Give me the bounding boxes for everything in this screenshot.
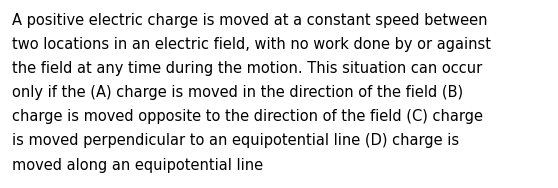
Text: is moved perpendicular to an equipotential line (D) charge is: is moved perpendicular to an equipotenti… [12,133,459,149]
Text: only if the (A) charge is moved in the direction of the field (B): only if the (A) charge is moved in the d… [12,85,463,100]
Text: A positive electric charge is moved at a constant speed between: A positive electric charge is moved at a… [12,13,488,28]
Text: two locations in an electric field, with no work done by or against: two locations in an electric field, with… [12,37,491,52]
Text: charge is moved opposite to the direction of the field (C) charge: charge is moved opposite to the directio… [12,109,483,124]
Text: the field at any time during the motion. This situation can occur: the field at any time during the motion.… [12,61,483,76]
Text: moved along an equipotential line: moved along an equipotential line [12,158,263,173]
